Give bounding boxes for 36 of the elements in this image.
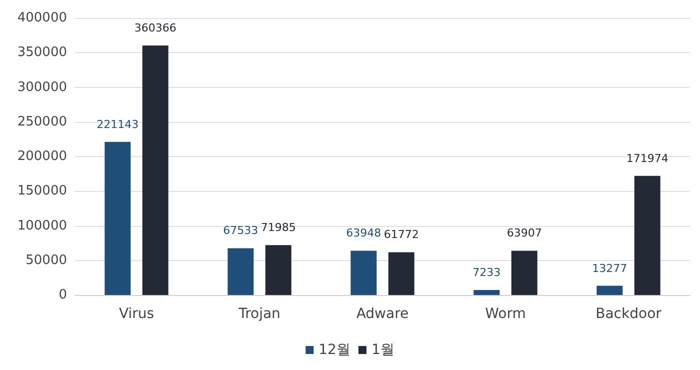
bar	[511, 250, 538, 295]
data-label: 7233	[472, 266, 501, 279]
x-tick-label: Worm	[485, 306, 526, 322]
y-tick-label: 350000	[17, 45, 67, 60]
y-tick-label: 150000	[17, 184, 67, 199]
data-label: 13277	[592, 262, 628, 275]
y-tick-label: 300000	[17, 80, 67, 95]
legend-label: 12월	[318, 342, 350, 358]
data-label: 71985	[260, 221, 296, 234]
data-label: 221143	[96, 118, 139, 131]
data-label: 360366	[134, 21, 176, 34]
data-label: 63907	[506, 226, 542, 240]
bar	[388, 252, 414, 295]
x-tick-label: Backdoor	[596, 306, 662, 322]
y-tick-label: 0	[58, 288, 67, 302]
data-label: 67533	[223, 224, 258, 238]
data-label: 61772	[384, 228, 419, 242]
bar	[634, 176, 660, 295]
bar	[474, 290, 500, 295]
y-tick-label: 200000	[17, 149, 67, 164]
y-tick-label: 100000	[17, 218, 67, 234]
bar	[104, 142, 131, 295]
x-tick-label: Virus	[118, 306, 154, 322]
data-label: 171974	[626, 152, 668, 165]
y-tick-label: 50000	[26, 252, 67, 268]
legend-label: 1월	[371, 342, 394, 358]
bar	[596, 286, 623, 295]
x-tick-label: Adware	[356, 306, 409, 322]
data-label: 63948	[346, 226, 382, 240]
y-tick-label: 400000	[17, 10, 67, 26]
bar	[142, 45, 168, 295]
x-tick-label: Trojan	[238, 306, 280, 322]
bar	[228, 248, 254, 295]
bar	[265, 245, 292, 295]
bar	[350, 250, 377, 295]
y-tick-label: 250000	[17, 114, 67, 130]
